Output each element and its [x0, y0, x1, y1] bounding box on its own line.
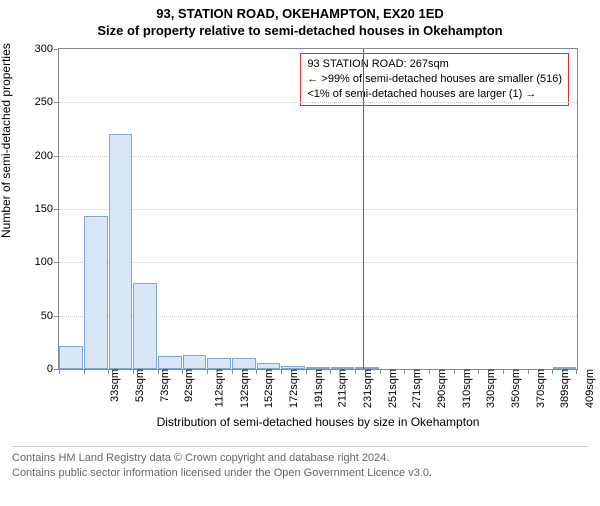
x-tick-mark [256, 369, 257, 374]
legend-line-1: 93 STATION ROAD: 267sqm [307, 57, 562, 72]
x-tick-label: 271sqm [409, 369, 423, 408]
page-title-2: Size of property relative to semi-detach… [0, 23, 600, 38]
x-tick-mark [306, 369, 307, 374]
x-tick-mark [59, 369, 60, 374]
x-tick-label: 330sqm [483, 369, 497, 408]
legend-line-2: ← >99% of semi-detached houses are small… [307, 72, 562, 87]
x-tick-mark [133, 369, 134, 374]
x-tick-label: 370sqm [533, 369, 547, 408]
histogram-bar [355, 367, 379, 369]
x-tick-mark [84, 369, 85, 374]
x-axis-label: Distribution of semi-detached houses by … [59, 415, 577, 429]
histogram-bar [109, 134, 133, 369]
x-tick-mark [503, 369, 504, 374]
x-tick-label: 33sqm [107, 369, 121, 402]
x-tick-label: 389sqm [557, 369, 571, 408]
x-tick-mark [182, 369, 183, 374]
x-tick-mark [528, 369, 529, 374]
histogram-bar [158, 356, 182, 369]
histogram-bar [84, 216, 108, 369]
x-tick-mark [429, 369, 430, 374]
y-tick-mark [54, 209, 59, 210]
x-tick-label: 211sqm [335, 369, 349, 407]
x-tick-mark [552, 369, 553, 374]
footer: Contains HM Land Registry data © Crown c… [12, 446, 588, 481]
histogram-bar [207, 358, 231, 369]
y-tick-mark [54, 49, 59, 50]
histogram-bar [331, 367, 355, 369]
x-tick-label: 152sqm [261, 369, 275, 408]
x-tick-label: 310sqm [459, 369, 473, 408]
gridline [59, 156, 577, 157]
histogram-bar [133, 283, 157, 369]
x-tick-label: 132sqm [237, 369, 251, 408]
x-tick-label: 191sqm [311, 369, 325, 408]
x-tick-mark [478, 369, 479, 374]
gridline [59, 102, 577, 103]
histogram-bar [183, 355, 207, 369]
histogram-bar [281, 366, 305, 369]
x-tick-mark [576, 369, 577, 374]
x-tick-label: 172sqm [286, 369, 300, 408]
histogram-bar [232, 358, 256, 369]
gridline [59, 262, 577, 263]
x-tick-label: 231sqm [360, 369, 374, 408]
y-tick-mark [54, 102, 59, 103]
marker-legend: 93 STATION ROAD: 267sqm ← >99% of semi-d… [300, 53, 569, 106]
histogram-bar [306, 367, 330, 369]
x-tick-mark [158, 369, 159, 374]
gridline [59, 209, 577, 210]
x-tick-mark [380, 369, 381, 374]
x-tick-mark [454, 369, 455, 374]
page-title-1: 93, STATION ROAD, OKEHAMPTON, EX20 1ED [0, 6, 600, 21]
x-tick-mark [108, 369, 109, 374]
histogram-bar [257, 363, 281, 369]
x-tick-mark [404, 369, 405, 374]
x-tick-mark [207, 369, 208, 374]
histogram-bar [59, 346, 83, 369]
x-tick-label: 53sqm [132, 369, 146, 402]
x-tick-label: 350sqm [508, 369, 522, 408]
x-tick-label: 92sqm [181, 369, 195, 402]
y-axis-label: Number of semi-detached properties [0, 43, 13, 238]
x-tick-mark [330, 369, 331, 374]
x-tick-label: 290sqm [434, 369, 448, 408]
x-tick-label: 409sqm [582, 369, 596, 408]
x-tick-label: 73sqm [157, 369, 171, 402]
x-tick-mark [355, 369, 356, 374]
x-tick-mark [281, 369, 282, 374]
y-tick-mark [54, 156, 59, 157]
footer-line-2: Contains public sector information licen… [12, 466, 588, 481]
legend-line-3: <1% of semi-detached houses are larger (… [307, 87, 562, 102]
chart-container: Number of semi-detached properties 93 ST… [0, 38, 600, 438]
y-tick-mark [54, 316, 59, 317]
histogram-bar [553, 367, 577, 369]
plot-area: 93 STATION ROAD: 267sqm ← >99% of semi-d… [58, 48, 578, 370]
x-tick-label: 251sqm [385, 369, 399, 408]
x-tick-mark [232, 369, 233, 374]
marker-line [363, 49, 364, 369]
footer-line-1: Contains HM Land Registry data © Crown c… [12, 451, 588, 466]
x-tick-label: 112sqm [211, 369, 225, 407]
y-tick-mark [54, 262, 59, 263]
